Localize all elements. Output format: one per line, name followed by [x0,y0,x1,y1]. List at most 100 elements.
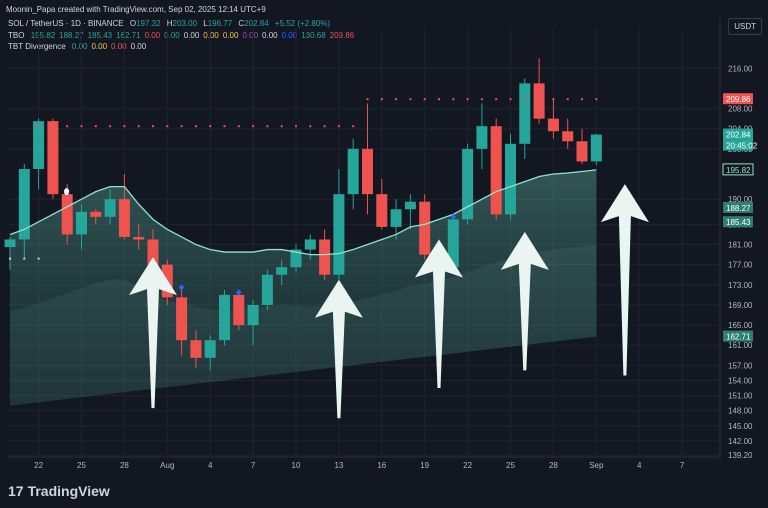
price-change: +5.52 (+2.80%) [274,19,331,28]
ohlc-high: H203.00 [166,19,198,28]
symbol-legend[interactable]: SOL / TetherUS · 1D · BINANCE O197.32 H2… [8,19,334,28]
candle-body [33,121,45,169]
signal-dot [166,125,169,128]
y-tick-label: 148.00 [728,407,753,416]
signal-dot [423,98,426,101]
signal-dot [9,257,11,260]
candle-body [333,194,345,275]
x-tick-label: 22 [34,461,43,470]
band-inner [10,244,597,406]
signal-dot [152,125,154,128]
signal-dot [295,125,297,128]
signal-dot [495,98,498,101]
price-label: 209.86 [726,95,751,104]
signal-dot [252,125,255,128]
divergence-legend[interactable]: TBT Divergence 0.00 0.00 0.00 0.00 [8,42,154,51]
divergence-values: 0.00 0.00 0.00 0.00 [72,42,150,51]
signal-dot [309,125,312,128]
candle-body [376,194,388,227]
signal-dot [80,125,83,128]
candle-body [290,249,302,268]
x-tick-label: 4 [637,461,642,470]
signal-dot [380,98,383,101]
symbol-name[interactable]: SOL / TetherUS · 1D · BINANCE [8,19,124,28]
markers [9,98,598,296]
candle-body [204,340,216,358]
up-arrow [415,239,463,389]
tbo-name[interactable]: TBO [8,31,25,40]
x-tick-label: 25 [77,461,86,470]
candle-body [76,211,87,235]
tradingview-logo-icon: 17 [8,483,24,499]
signal-dot [109,125,112,128]
tbo-legend[interactable]: TBO 195.82 188.27 185.43 162.71 0.00 0.00 0.00… [8,31,362,40]
signal-dot [323,125,326,128]
candle-body [476,126,488,149]
signal-dot [352,125,355,128]
candles [4,58,602,371]
candle-body [490,126,502,215]
y-tick-label: 154.00 [728,376,753,385]
candle-body [190,340,202,358]
candle-body [118,199,130,237]
annotation-arrows [129,184,649,419]
x-tick-label: 28 [549,461,558,470]
tbo-value: 130.68 [301,31,326,40]
y-tick-label: 173.00 [728,281,753,290]
tbo-value: 0.00 [242,31,259,40]
signal-dot [595,98,598,101]
candle-body [4,239,16,248]
signal-dot [137,125,140,128]
y-tick-label: 165.00 [728,321,753,330]
signal-dot [23,257,26,260]
candle-body [176,297,188,341]
tbo-value: 0.00 [164,31,180,40]
candle-body [147,239,159,265]
y-tick-label: 177.00 [728,261,753,270]
candle-body [562,131,574,142]
divergence-value: 0.00 [130,42,147,51]
currency-button[interactable]: USDT [728,18,762,35]
signal-dot [94,125,97,128]
y-tick-label: 169.00 [728,301,753,310]
signal-dot [66,125,69,128]
signal-dot [37,125,40,128]
price-label: 195.82 [726,166,751,175]
candle-body [276,267,288,275]
x-tick-label: 4 [208,461,213,470]
tbo-value: 0.00 [144,31,161,40]
tradingview-logo-text: TradingView [27,483,110,499]
price-label-box [723,139,753,151]
candle-body [61,194,73,235]
candle-body [133,236,145,240]
signal-dot [266,125,269,128]
signal-dot [509,98,512,101]
x-tick-label: 25 [506,461,515,470]
axes: 216.00208.00204.00200.00190.00185.00181.… [8,18,758,470]
tbo-value: 185.43 [87,31,113,40]
candle-body [261,274,273,305]
tradingview-logo[interactable]: 17 TradingView [8,483,110,499]
candle-body [419,201,431,255]
divergence-name[interactable]: TBT Divergence [8,42,66,51]
tbo-value: 162.71 [116,31,141,40]
x-tick-label: Aug [160,461,174,470]
signal-dot [51,125,54,128]
y-tick-label: 216.00 [728,64,753,73]
price-label: 202.84 [726,131,751,140]
candle-body [319,239,331,275]
x-tick-label: 10 [292,461,301,470]
y-tick-label: 151.00 [728,392,753,401]
x-tick-label: 7 [680,461,685,470]
candle-body [404,201,416,210]
ohlc-open: O197.32 [129,19,161,28]
tbo-value: 0.00 [203,31,219,40]
signal-dot [209,125,212,128]
signal-diamond [450,213,457,220]
x-tick-label: Sep [589,461,604,470]
candle-body [247,304,259,326]
signal-dot [395,98,398,101]
candle-body [347,148,359,195]
